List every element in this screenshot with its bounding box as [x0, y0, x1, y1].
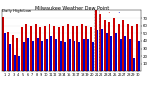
Bar	[92, 42, 94, 71]
Bar	[9, 44, 11, 71]
Bar	[76, 26, 78, 71]
Bar	[12, 35, 14, 71]
Bar	[106, 33, 108, 71]
Bar	[62, 26, 64, 71]
Bar	[30, 26, 32, 71]
Bar	[95, 10, 96, 71]
Bar	[78, 42, 80, 71]
Bar	[27, 38, 29, 71]
Bar	[41, 41, 43, 71]
Bar	[60, 41, 62, 71]
Bar	[87, 39, 89, 71]
Bar	[118, 24, 120, 71]
Bar	[104, 20, 106, 71]
Bar	[72, 26, 73, 71]
Bar	[110, 36, 112, 71]
Bar	[67, 24, 69, 71]
Bar	[138, 41, 140, 71]
Text: Milwaukee Weather Dew Point: Milwaukee Weather Dew Point	[35, 6, 109, 11]
Bar	[32, 41, 34, 71]
Bar	[132, 26, 133, 71]
Bar	[14, 55, 16, 71]
Bar	[35, 24, 37, 71]
Bar	[101, 29, 103, 71]
Bar	[64, 42, 66, 71]
Bar	[96, 30, 99, 71]
Bar	[129, 39, 131, 71]
Bar	[39, 27, 41, 71]
Bar	[90, 27, 92, 71]
Bar	[44, 26, 46, 71]
Bar	[50, 36, 52, 71]
Text: .: .	[108, 6, 110, 15]
Bar	[48, 24, 50, 71]
Text: .: .	[117, 6, 120, 15]
Bar	[115, 33, 117, 71]
Bar	[55, 39, 57, 71]
Bar	[85, 26, 87, 71]
Bar	[83, 39, 85, 71]
Bar	[73, 41, 76, 71]
Bar	[69, 39, 71, 71]
Bar	[122, 20, 124, 71]
Bar	[16, 38, 18, 71]
Bar	[133, 58, 135, 71]
Bar	[53, 26, 55, 71]
Bar	[18, 56, 20, 71]
Bar	[120, 39, 122, 71]
Bar	[108, 22, 110, 71]
Bar	[4, 33, 6, 71]
Bar	[81, 24, 83, 71]
Bar	[37, 38, 39, 71]
Bar	[25, 24, 27, 71]
Bar	[99, 14, 101, 71]
Bar	[124, 36, 126, 71]
Bar	[113, 18, 115, 71]
Text: Daily High/Low: Daily High/Low	[2, 9, 31, 13]
Bar	[7, 32, 9, 71]
Bar	[136, 24, 138, 71]
Bar	[46, 39, 48, 71]
Bar	[23, 42, 25, 71]
Bar	[127, 24, 129, 71]
Bar	[2, 17, 4, 71]
Bar	[58, 27, 60, 71]
Bar	[21, 27, 23, 71]
